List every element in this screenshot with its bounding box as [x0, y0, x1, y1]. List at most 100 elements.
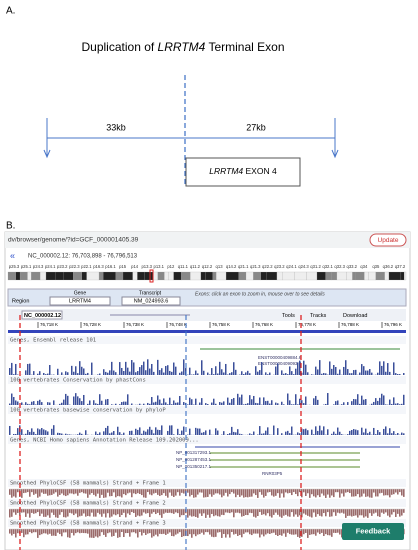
phylocsf-bar: [159, 489, 161, 496]
region-label[interactable]: Region: [12, 298, 29, 304]
gene-value[interactable]: LRRTM4: [69, 298, 91, 304]
phylocsf-bar: [315, 529, 317, 536]
conservation-bar: [365, 399, 367, 405]
conservation-bar: [99, 394, 101, 405]
phylocsf-bar: [91, 509, 93, 513]
phylocsf-bar: [27, 489, 29, 493]
conservation-bar: [397, 374, 399, 375]
phylocsf-bar: [85, 529, 87, 534]
phylocsf-bar: [45, 509, 47, 517]
phylocsf-bar: [79, 489, 81, 493]
conservation-bar: [211, 402, 213, 405]
band-label: q32.3: [334, 264, 345, 269]
conservation-bar: [173, 400, 175, 405]
conservation-bar: [251, 399, 253, 405]
band-label: p25.3: [9, 264, 20, 269]
ideogram-band: [216, 271, 227, 281]
gene-select[interactable]: [49, 296, 111, 306]
phylocsf-bar: [85, 509, 87, 517]
conservation-bar: [283, 373, 285, 375]
conservation-bar: [167, 404, 169, 405]
conservation-bar: [147, 359, 149, 375]
conservation-bar: [219, 361, 221, 375]
conservation-bar: [141, 433, 143, 435]
exon-gene: LRRTM4: [209, 166, 243, 176]
back-arrow[interactable]: «: [10, 250, 15, 260]
phylocsf-bar: [169, 529, 171, 533]
phylocsf-bar: [401, 509, 403, 516]
phylocsf-bar: [327, 509, 329, 513]
phylocsf-bar: [333, 509, 335, 513]
tools-menu[interactable]: Tools: [282, 313, 295, 319]
phylocsf-bar: [101, 489, 103, 495]
phylocsf-bar: [299, 489, 301, 493]
ideogram-band: [81, 271, 87, 281]
update-label[interactable]: Update: [378, 237, 399, 244]
phylocsf-bar: [131, 529, 133, 533]
phylocsf-bar: [187, 489, 189, 493]
conservation-bar: [105, 427, 107, 435]
band-label: p25.1: [21, 264, 32, 269]
phylocsf-bar: [265, 529, 267, 535]
accession-select[interactable]: [21, 310, 63, 320]
conservation-bar: [153, 433, 155, 435]
phylocsf-bar: [401, 489, 403, 496]
phylocsf-bar: [59, 529, 61, 535]
conservation-bar: [237, 393, 239, 405]
conservation-bar: [35, 434, 37, 435]
conservation-bar: [191, 399, 193, 405]
ideogram-band: [15, 271, 21, 281]
band-labels: p25.3 p25.1 p24.3 p24.1 p23.2 p22.3 p22.1 p16.3…: [9, 264, 406, 269]
phylocsf-bar: [311, 529, 313, 535]
phylocsf-bar: [227, 509, 229, 513]
feedback-label[interactable]: Feedback: [356, 526, 391, 535]
transcript-value[interactable]: NM_024993.6: [134, 298, 169, 304]
conservation-bar: [221, 369, 223, 375]
phylocsf-bar: [61, 489, 63, 494]
conservation-bar: [31, 428, 33, 435]
conservation-bar: [319, 425, 321, 435]
band-label: q24.3: [298, 264, 309, 269]
phylocsf-bar: [127, 529, 129, 534]
accession[interactable]: NC_000002.12: [24, 313, 61, 319]
phylocsf-bar: [253, 489, 255, 494]
phylocsf-bar: [275, 489, 277, 496]
phylocsf-bar: [313, 529, 315, 535]
ideogram-band: [181, 271, 191, 281]
phylocsf-bar: [379, 509, 381, 517]
feedback-button[interactable]: [342, 523, 404, 540]
phylocsf-bar: [97, 529, 99, 538]
url[interactable]: dv/browser/genome/?id=GCF_000001405.39: [8, 237, 139, 244]
phylocsf-bar: [239, 489, 241, 497]
conservation-bar: [135, 428, 137, 435]
phylocsf-bar: [147, 509, 149, 514]
phylocsf-bar: [133, 509, 135, 514]
phylocsf-bar: [247, 489, 249, 498]
band-label: q11.1: [178, 264, 189, 269]
phylocsf-bar: [213, 489, 215, 495]
phylocsf-bar: [71, 489, 73, 494]
phylocsf-bar: [305, 509, 307, 515]
conservation-bar: [299, 433, 301, 435]
phylocsf-bar: [331, 489, 333, 496]
conservation-bar: [347, 434, 349, 435]
phylocsf-bar: [183, 509, 185, 516]
conservation-bar: [305, 364, 307, 375]
update-button[interactable]: [369, 233, 407, 247]
conservation-bar: [337, 373, 339, 375]
phylocsf-bar: [315, 489, 317, 498]
download-menu[interactable]: Download: [343, 313, 367, 319]
phylocsf-bar: [175, 489, 177, 496]
conservation-bar: [43, 372, 45, 375]
phylocsf-bar: [237, 529, 239, 536]
phylocsf-bar: [377, 489, 379, 497]
phylocsf-bar: [319, 489, 321, 498]
phylocsf-bar: [133, 489, 135, 494]
conservation-bar: [33, 431, 35, 435]
tracks-menu[interactable]: Tracks: [310, 313, 327, 319]
phylocsf-bar: [159, 529, 161, 534]
phylocsf-bar: [349, 489, 351, 494]
transcript-select[interactable]: [121, 296, 181, 306]
conservation-bar: [291, 371, 293, 375]
phylocsf-bar: [199, 529, 201, 535]
